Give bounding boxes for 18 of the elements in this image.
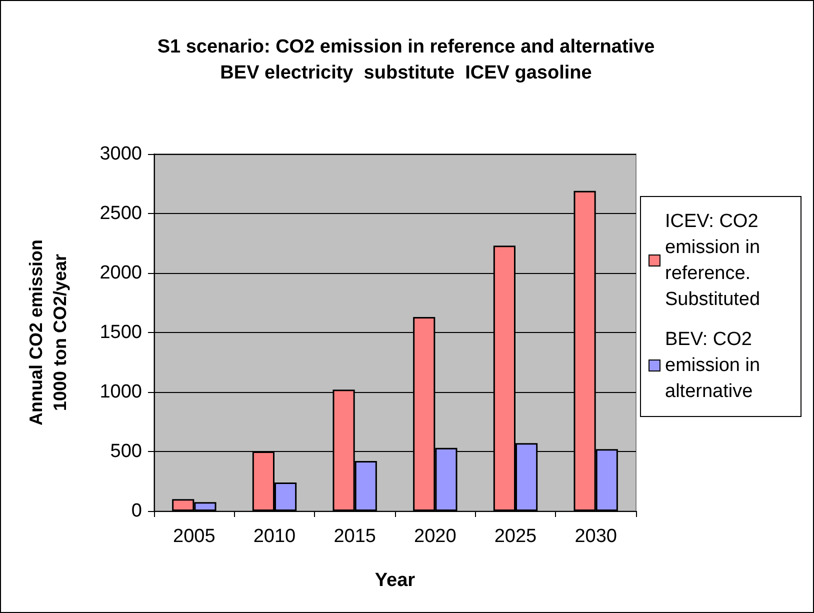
x-tick-label: 2030 bbox=[574, 526, 617, 547]
y-tick-label: 1000 bbox=[100, 382, 142, 402]
chart-title: S1 scenario: CO2 emission in reference and alternative BEV electricity substitute ICEV gasoline bbox=[157, 36, 655, 84]
y-tick-label: 500 bbox=[110, 441, 142, 462]
legend-label: ICEV: CO2 emission in reference. Substituted bbox=[665, 211, 766, 310]
x-tick-label: 2005 bbox=[173, 526, 216, 547]
x-tick-label: 2015 bbox=[334, 526, 376, 547]
y-tick-label: 0 bbox=[131, 500, 142, 522]
legend-label: BEV: CO2 emission in alternative bbox=[665, 329, 766, 402]
x-tick-label: 2025 bbox=[494, 526, 537, 547]
x-axis-title: Year bbox=[374, 570, 416, 591]
y-tick-label: 2500 bbox=[100, 203, 142, 224]
y-tick-label: 3000 bbox=[100, 144, 142, 164]
y-tick-label: 2000 bbox=[100, 262, 142, 284]
y-tick-label: 1500 bbox=[100, 322, 142, 343]
x-tick-label: 2020 bbox=[414, 526, 456, 547]
y-axis-title: Annual CO2 emission 1000 ton CO2/year bbox=[26, 239, 70, 426]
x-tick-label: 2010 bbox=[253, 526, 296, 547]
